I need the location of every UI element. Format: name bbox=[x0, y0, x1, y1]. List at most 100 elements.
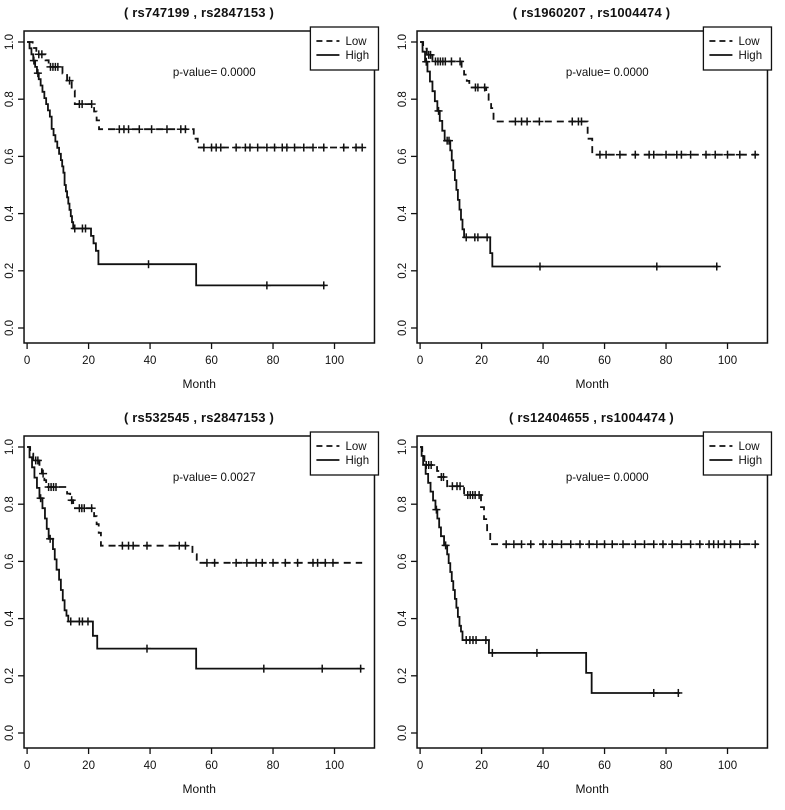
legend-label-low: Low bbox=[345, 441, 367, 453]
km-curve-high bbox=[27, 41, 326, 287]
y-tick-label: 0.0 bbox=[397, 725, 409, 741]
legend: Low High bbox=[702, 431, 772, 476]
y-tick-label: 0.0 bbox=[4, 725, 16, 741]
legend-box bbox=[702, 431, 772, 476]
censor-marks-low bbox=[31, 456, 337, 567]
km-plot-svg-3: 0 20 40 60 80 100 Month 0.0 0.2 0.4 0.6 0.8 1.0 p-val… bbox=[4, 431, 380, 796]
legend: Low High bbox=[702, 26, 772, 71]
x-tick-label: 100 bbox=[325, 760, 344, 772]
x-axis-label: Month bbox=[575, 377, 608, 391]
y-axis: 0.0 0.2 0.4 0.6 0.8 1.0 bbox=[397, 439, 417, 741]
y-tick-label: 0.6 bbox=[397, 148, 409, 164]
x-tick-label: 0 bbox=[416, 760, 422, 772]
x-axis-label: Month bbox=[575, 782, 608, 796]
y-tick-label: 0.8 bbox=[4, 496, 16, 512]
censor-marks-low bbox=[34, 50, 367, 152]
legend: Low High bbox=[309, 431, 380, 476]
panel-title: ( rs1960207 , rs1004474 ) bbox=[512, 5, 671, 20]
y-tick-label: 1.0 bbox=[397, 34, 409, 50]
legend-label-low: Low bbox=[345, 36, 367, 48]
x-axis: 0 20 40 60 80 100 Month bbox=[24, 343, 344, 391]
x-tick-label: 100 bbox=[717, 760, 736, 772]
y-tick-label: 0.6 bbox=[397, 553, 409, 569]
x-axis-label: Month bbox=[183, 782, 216, 796]
km-plot-svg-2: 0 20 40 60 80 100 Month 0.0 0.2 0.4 0.6 0.8 1.0 p-val… bbox=[397, 26, 772, 391]
km-panel-bottom-left: 0 20 40 60 80 100 Month 0.0 0.2 0.4 0.6 0.8 1.0 p-val… bbox=[0, 405, 393, 810]
x-tick-label: 60 bbox=[598, 760, 611, 772]
x-tick-label: 40 bbox=[536, 760, 549, 772]
panel-title: ( rs12404655 , rs1004474 ) bbox=[509, 410, 674, 425]
y-tick-label: 0.4 bbox=[4, 205, 16, 222]
censor-marks-low bbox=[421, 461, 759, 549]
plot-box bbox=[415, 30, 768, 344]
y-tick-label: 0.4 bbox=[397, 610, 409, 627]
legend-label-low: Low bbox=[738, 441, 760, 453]
plot-box bbox=[23, 30, 376, 344]
x-axis-label: Month bbox=[183, 377, 216, 391]
km-plot-svg-1: 0 20 40 60 80 100 Month 0.0 0.2 0.4 0.6 0.8 1.0 p-val… bbox=[4, 26, 380, 391]
y-axis: 0.0 0.2 0.4 0.6 0.8 1.0 bbox=[4, 34, 25, 336]
p-value-annotation: p-value= 0.0000 bbox=[565, 67, 648, 79]
y-tick-label: 1.0 bbox=[4, 439, 16, 455]
y-tick-label: 0.0 bbox=[397, 320, 409, 336]
km-panel-top-right: 0 20 40 60 80 100 Month 0.0 0.2 0.4 0.6 0.8 1.0 p-val… bbox=[393, 0, 785, 405]
legend-label-high: High bbox=[738, 50, 762, 62]
x-tick-label: 20 bbox=[82, 760, 95, 772]
p-value-annotation: p-value= 0.0027 bbox=[173, 472, 256, 484]
x-axis: 0 20 40 60 80 100 Month bbox=[24, 748, 344, 796]
x-tick-label: 100 bbox=[325, 355, 344, 367]
km-plot-svg-4: 0 20 40 60 80 100 Month 0.0 0.2 0.4 0.6 0.8 1.0 p-val… bbox=[397, 431, 772, 796]
y-tick-label: 0.8 bbox=[397, 496, 409, 512]
y-tick-label: 0.0 bbox=[4, 320, 16, 336]
censor-marks-high bbox=[421, 57, 721, 271]
plot-box bbox=[23, 435, 376, 749]
legend-box bbox=[309, 26, 380, 71]
legend-label-low: Low bbox=[738, 36, 760, 48]
y-tick-label: 0.6 bbox=[4, 553, 16, 569]
y-tick-label: 1.0 bbox=[4, 34, 16, 50]
y-tick-label: 0.2 bbox=[4, 668, 16, 684]
km-panel-bottom-right: 0 20 40 60 80 100 Month 0.0 0.2 0.4 0.6 0.8 1.0 p-val… bbox=[393, 405, 785, 810]
y-tick-label: 1.0 bbox=[397, 439, 409, 455]
x-tick-label: 40 bbox=[144, 355, 157, 367]
y-tick-label: 0.8 bbox=[397, 91, 409, 107]
x-tick-label: 80 bbox=[659, 760, 672, 772]
y-tick-label: 0.2 bbox=[397, 668, 409, 684]
km-curve-high bbox=[27, 446, 363, 670]
censor-marks-high bbox=[36, 494, 365, 673]
legend: Low High bbox=[309, 26, 380, 71]
y-tick-label: 0.2 bbox=[4, 263, 16, 279]
x-tick-label: 0 bbox=[24, 760, 30, 772]
y-tick-label: 0.4 bbox=[397, 205, 409, 222]
km-curve-low bbox=[27, 446, 363, 564]
x-tick-label: 20 bbox=[475, 355, 488, 367]
x-axis: 0 20 40 60 80 100 Month bbox=[416, 748, 737, 796]
y-tick-label: 0.8 bbox=[4, 91, 16, 107]
km-curve-high bbox=[419, 41, 718, 268]
x-tick-label: 0 bbox=[416, 355, 422, 367]
x-tick-label: 80 bbox=[267, 760, 280, 772]
x-tick-label: 20 bbox=[82, 355, 95, 367]
x-tick-label: 60 bbox=[598, 355, 611, 367]
x-tick-label: 40 bbox=[536, 355, 549, 367]
censor-marks-high bbox=[29, 56, 328, 290]
legend-label-high: High bbox=[345, 455, 369, 467]
x-tick-label: 100 bbox=[717, 355, 736, 367]
y-axis: 0.0 0.2 0.4 0.6 0.8 1.0 bbox=[4, 439, 25, 741]
x-tick-label: 0 bbox=[24, 355, 30, 367]
legend-box bbox=[702, 26, 772, 71]
panel-title: ( rs747199 , rs2847153 ) bbox=[123, 5, 275, 20]
legend-label-high: High bbox=[738, 455, 762, 467]
x-tick-label: 40 bbox=[144, 760, 157, 772]
x-tick-label: 60 bbox=[205, 760, 218, 772]
p-value-annotation: p-value= 0.0000 bbox=[565, 472, 648, 484]
km-curve-high bbox=[419, 446, 680, 694]
legend-box bbox=[309, 431, 380, 476]
y-tick-label: 0.6 bbox=[4, 148, 16, 164]
x-tick-label: 80 bbox=[267, 355, 280, 367]
km-panel-top-left: 0 20 40 60 80 100 Month 0.0 0.2 0.4 0.6 0.8 1.0 p-val… bbox=[0, 0, 393, 405]
plot-box bbox=[415, 435, 768, 749]
x-axis: 0 20 40 60 80 100 Month bbox=[416, 343, 737, 391]
p-value-annotation: p-value= 0.0000 bbox=[173, 67, 256, 79]
